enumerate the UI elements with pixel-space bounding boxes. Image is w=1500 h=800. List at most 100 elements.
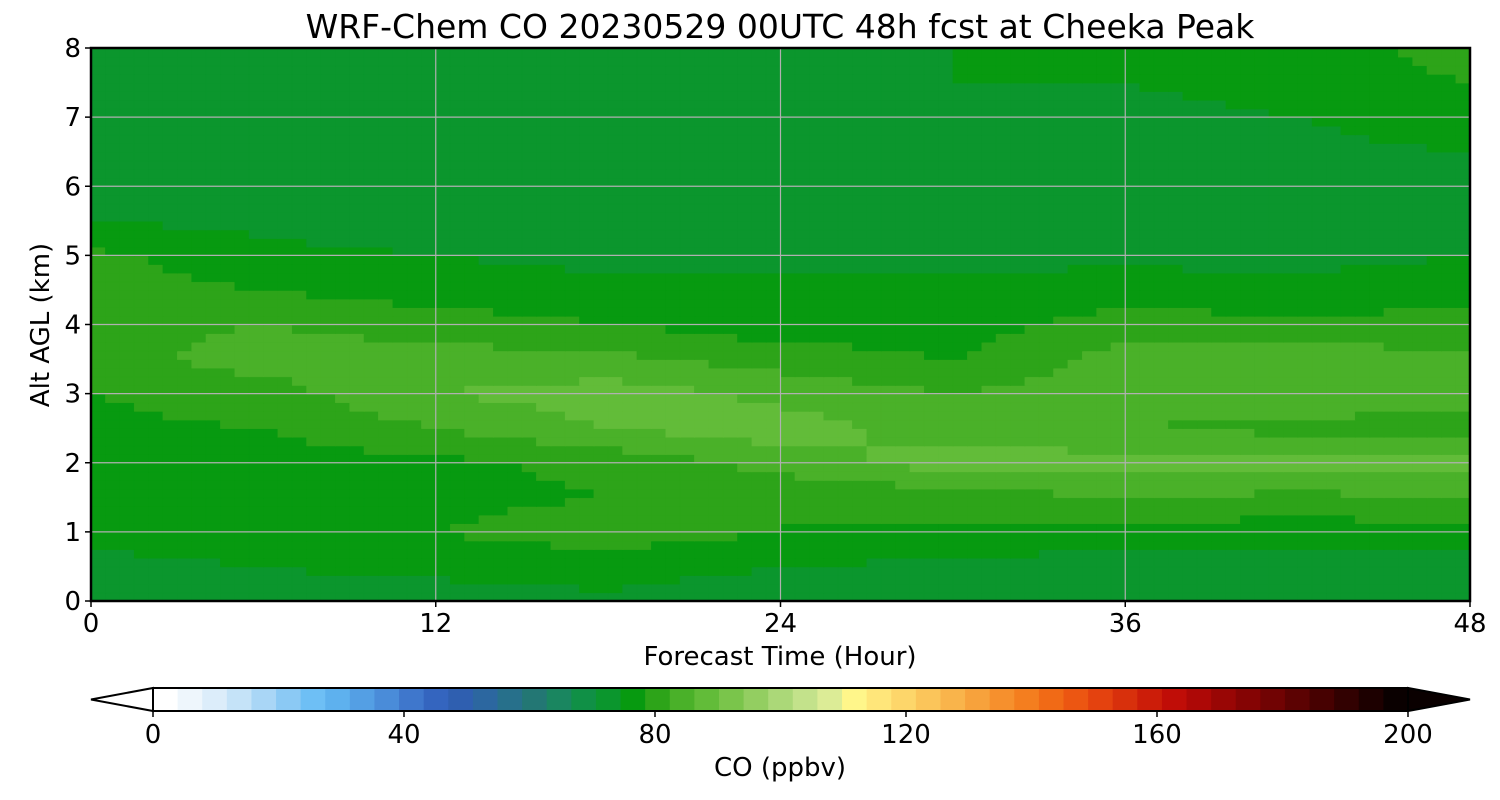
heatmap-cell: [1153, 445, 1170, 455]
heatmap-cell: [981, 272, 997, 283]
heatmap-cell: [291, 428, 308, 438]
heatmap-cell: [780, 505, 796, 516]
heatmap-cell: [1225, 471, 1241, 481]
heatmap-cell: [1254, 151, 1270, 162]
heatmap-cell: [765, 393, 782, 404]
heatmap-cell: [1153, 376, 1170, 386]
heatmap-cell: [148, 220, 164, 231]
heatmap-cell: [1441, 194, 1457, 205]
heatmap-cell: [780, 350, 796, 360]
heatmap-cell: [1125, 462, 1141, 473]
heatmap-cell: [809, 393, 825, 404]
heatmap-cell: [679, 289, 696, 300]
heatmap-cell: [148, 583, 164, 594]
heatmap-cell: [952, 393, 968, 404]
heatmap-cell: [191, 488, 207, 499]
heatmap-cell: [708, 479, 724, 490]
heatmap-cell: [1383, 160, 1399, 170]
heatmap-cell: [981, 332, 997, 343]
heatmap-cell: [1326, 212, 1342, 222]
heatmap-cell: [306, 453, 322, 464]
heatmap-cell: [995, 393, 1012, 404]
heatmap-cell: [220, 168, 236, 179]
heatmap-cell: [133, 237, 150, 248]
heatmap-cell: [1153, 367, 1170, 378]
heatmap-cell: [1038, 514, 1055, 524]
heatmap-cell: [1067, 289, 1083, 300]
heatmap-cell: [665, 566, 681, 576]
heatmap-cell: [923, 324, 940, 334]
heatmap-cell: [607, 384, 624, 395]
heatmap-cell: [1254, 531, 1270, 542]
heatmap-cell: [1412, 566, 1428, 576]
heatmap-cell: [1139, 488, 1155, 499]
heatmap-cell: [148, 557, 164, 568]
heatmap-cell: [593, 428, 609, 438]
heatmap-cell: [1096, 220, 1112, 231]
heatmap-cell: [852, 402, 868, 412]
heatmap-cell: [277, 194, 293, 205]
heatmap-cell: [866, 428, 882, 438]
heatmap-cell: [177, 281, 193, 291]
heatmap-cell: [177, 177, 193, 188]
heatmap-cell: [636, 289, 652, 300]
heatmap-cell: [1053, 289, 1069, 300]
heatmap-cell: [536, 453, 552, 464]
heatmap-cell: [679, 151, 696, 162]
heatmap-cell: [1067, 237, 1083, 248]
heatmap-cell: [622, 367, 638, 378]
heatmap-cell: [995, 298, 1012, 308]
heatmap-cell: [220, 151, 236, 162]
heatmap-cell: [737, 531, 753, 542]
heatmap-cell: [923, 436, 940, 447]
heatmap-cell: [349, 402, 365, 412]
heatmap-cell: [1110, 272, 1126, 283]
heatmap-cell: [737, 229, 753, 239]
heatmap-cell: [938, 419, 954, 429]
heatmap-cell: [392, 410, 408, 421]
heatmap-cell: [1383, 402, 1399, 412]
heatmap-cell: [1010, 402, 1026, 412]
heatmap-cell: [794, 186, 810, 196]
heatmap-cell: [967, 289, 983, 300]
heatmap-cell: [1311, 350, 1328, 360]
heatmap-cell: [191, 557, 207, 568]
heatmap-cell: [1455, 505, 1470, 516]
heatmap-cell: [866, 246, 882, 257]
heatmap-cell: [1268, 237, 1285, 248]
heatmap-cell: [995, 419, 1012, 429]
heatmap-cell: [981, 505, 997, 516]
heatmap-cell: [1369, 479, 1385, 490]
heatmap-cell: [895, 151, 911, 162]
heatmap-cell: [794, 263, 810, 274]
heatmap-cell: [1168, 410, 1184, 421]
heatmap-cell: [536, 229, 552, 239]
heatmap-cell: [1168, 237, 1184, 248]
heatmap-cell: [478, 229, 494, 239]
heatmap-cell: [751, 212, 767, 222]
heatmap-cell: [794, 462, 810, 473]
heatmap-cell: [1067, 324, 1083, 334]
heatmap-cell: [651, 488, 667, 499]
heatmap-cell: [1254, 523, 1270, 533]
heatmap-cell: [248, 488, 265, 499]
heatmap-cell: [105, 419, 121, 429]
heatmap-cell: [406, 212, 423, 222]
heatmap-cell: [1369, 168, 1385, 179]
heatmap-cell: [493, 350, 509, 360]
heatmap-cell: [765, 549, 782, 559]
heatmap-cell: [1168, 393, 1184, 404]
heatmap-cell: [1024, 436, 1040, 447]
heatmap-cell: [1225, 358, 1241, 369]
heatmap-cell: [91, 229, 107, 239]
heatmap-cell: [952, 315, 968, 326]
heatmap-cell: [119, 212, 135, 222]
heatmap-cell: [679, 281, 696, 291]
heatmap-cell: [866, 523, 882, 533]
heatmap-cell: [1196, 436, 1213, 447]
heatmap-cell: [306, 488, 322, 499]
heatmap-cell: [493, 168, 509, 179]
heatmap-cell: [593, 419, 609, 429]
heatmap-cell: [923, 367, 940, 378]
heatmap-cell: [880, 281, 897, 291]
